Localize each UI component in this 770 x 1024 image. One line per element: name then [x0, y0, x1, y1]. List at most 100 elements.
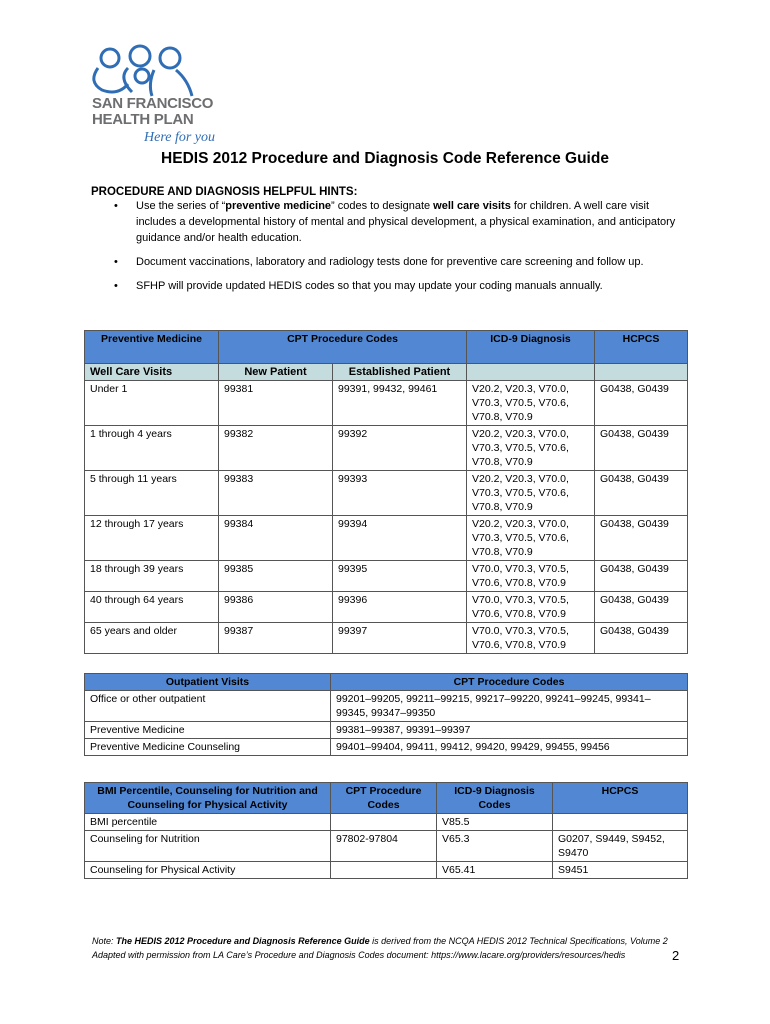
table-cell: 12 through 17 years	[84, 515, 219, 561]
table-cell: V20.2, V20.3, V70.0, V70.3, V70.5, V70.6…	[466, 380, 595, 426]
table-row: 65 years and older 99387 99397 V70.0, V70.3…	[84, 622, 688, 654]
subheader-cell	[594, 363, 688, 381]
table-cell: 99391, 99432, 99461	[332, 380, 467, 426]
table-cell: Office or other outpatient	[84, 690, 331, 722]
logo-tagline: Here for you	[144, 130, 216, 145]
table-row: 18 through 39 years 99385 99395 V70.0, V70.…	[84, 560, 688, 592]
table-cell: V70.0, V70.3, V70.5, V70.6, V70.8, V70.9	[466, 591, 595, 623]
hint-item: Document vaccinations, laboratory and ra…	[92, 254, 682, 270]
note-guide-title: The HEDIS 2012 Procedure and Diagnosis R…	[116, 936, 370, 946]
table-cell: 99387	[218, 622, 333, 654]
subheader-cell	[466, 363, 595, 381]
table-cell: 40 through 64 years	[84, 591, 219, 623]
table-cell: V20.2, V20.3, V70.0, V70.3, V70.5, V70.6…	[466, 425, 595, 471]
table-row: 5 through 11 years 99383 99393 V20.2, V20.3…	[84, 470, 688, 516]
table-row: Counseling for Nutrition 97802-97804 V65.3…	[84, 830, 688, 862]
table-cell: G0207, S9449, S9452, S9470	[552, 830, 688, 862]
header-cell: HCPCS	[552, 782, 688, 814]
table-cell: 99393	[332, 470, 467, 516]
logo-line1: SAN FRANCISCO	[92, 95, 214, 112]
header-cell: ICD-9 Diagnosis	[466, 330, 595, 364]
table-row: Under 1 99381 99391, 99432, 99461 V20.2, V2…	[84, 380, 688, 426]
table-cell: 99396	[332, 591, 467, 623]
table-cell: G0438, G0439	[594, 425, 688, 471]
table-cell: 99392	[332, 425, 467, 471]
table-cell: 99383	[218, 470, 333, 516]
note-line2: Adapted with permission from LA Care’s P…	[92, 950, 626, 960]
table-cell: 99381	[218, 380, 333, 426]
subheader-cell: New Patient	[218, 363, 333, 381]
header-cell: HCPCS	[594, 330, 688, 364]
table-cell: V20.2, V20.3, V70.0, V70.3, V70.5, V70.6…	[466, 470, 595, 516]
table-cell: Preventive Medicine	[84, 721, 331, 739]
table-cell: 99201–99205, 99211–99215, 99217–99220, 9…	[330, 690, 688, 722]
table-cell	[330, 861, 437, 879]
table-cell: V70.0, V70.3, V70.5, V70.6, V70.8, V70.9	[466, 622, 595, 654]
table-cell: 1 through 4 years	[84, 425, 219, 471]
preventive-medicine-table: Preventive Medicine CPT Procedure Codes …	[84, 330, 688, 654]
table-cell: 97802-97804	[330, 830, 437, 862]
note-prefix: Note:	[92, 936, 117, 946]
table-cell: G0438, G0439	[594, 622, 688, 654]
table-cell: 99395	[332, 560, 467, 592]
table-cell: 18 through 39 years	[84, 560, 219, 592]
table-cell	[552, 813, 688, 831]
table-cell: V20.2, V20.3, V70.0, V70.3, V70.5, V70.6…	[466, 515, 595, 561]
table-cell: Preventive Medicine Counseling	[84, 738, 331, 756]
table-cell: Counseling for Physical Activity	[84, 861, 331, 879]
table-cell: 99384	[218, 515, 333, 561]
bmi-counseling-table: BMI Percentile, Counseling for Nutrition…	[84, 782, 688, 879]
table-cell: V85.5	[436, 813, 553, 831]
table-cell: 99401–99404, 99411, 99412, 99420, 99429,…	[330, 738, 688, 756]
table-cell: 99385	[218, 560, 333, 592]
table-row: 40 through 64 years 99386 99396 V70.0, V70.…	[84, 591, 688, 623]
header-cell: BMI Percentile, Counseling for Nutrition…	[84, 782, 331, 814]
hint-item: SFHP will provide updated HEDIS codes so…	[92, 278, 682, 294]
header-cell: CPT Procedure Codes	[330, 782, 437, 814]
table-row: BMI percentile V85.5	[84, 813, 688, 831]
table-cell	[330, 813, 437, 831]
table-cell: 99397	[332, 622, 467, 654]
table-cell: V65.41	[436, 861, 553, 879]
hint-item: Use the series of “preventive medicine” …	[92, 198, 682, 246]
table-cell: G0438, G0439	[594, 591, 688, 623]
hints-heading: PROCEDURE AND DIAGNOSIS HELPFUL HINTS:	[91, 186, 358, 198]
table-cell: G0438, G0439	[594, 515, 688, 561]
table-cell: 99381–99387, 99391–99397	[330, 721, 688, 739]
header-cell: CPT Procedure Codes	[218, 330, 467, 364]
table-cell: G0438, G0439	[594, 470, 688, 516]
header-cell: ICD-9 Diagnosis Codes	[436, 782, 553, 814]
hints-list: Use the series of “preventive medicine” …	[92, 198, 682, 302]
note-text: is derived from the NCQA HEDIS 2012 Tech…	[369, 936, 668, 946]
page-title: HEDIS 2012 Procedure and Diagnosis Code …	[161, 150, 609, 167]
table-cell: BMI percentile	[84, 813, 331, 831]
table-cell: V65.3	[436, 830, 553, 862]
header-cell: CPT Procedure Codes	[330, 673, 688, 691]
table-cell: G0438, G0439	[594, 380, 688, 426]
footnote: Note: The HEDIS 2012 Procedure and Diagn…	[92, 934, 668, 962]
page-number: 2	[672, 948, 680, 963]
logo-line2: HEALTH PLAN	[92, 111, 194, 128]
table-row: Office or other outpatient 99201–99205, 9…	[84, 690, 688, 722]
table-cell: Counseling for Nutrition	[84, 830, 331, 862]
header-cell: Outpatient Visits	[84, 673, 331, 691]
subheader-cell: Established Patient	[332, 363, 467, 381]
table-cell: 99386	[218, 591, 333, 623]
table-cell: Under 1	[84, 380, 219, 426]
header-cell: Preventive Medicine	[84, 330, 219, 364]
table-cell: 99382	[218, 425, 333, 471]
table-cell: V70.0, V70.3, V70.5, V70.6, V70.8, V70.9	[466, 560, 595, 592]
table-cell: S9451	[552, 861, 688, 879]
table-row: Counseling for Physical Activity V65.41 S9…	[84, 861, 688, 879]
subheader-cell: Well Care Visits	[84, 363, 219, 381]
table-row: Preventive Medicine Counseling 99401–9940…	[84, 738, 688, 756]
logo-text: SAN FRANCISCO HEALTH PLAN	[92, 96, 213, 128]
table-cell: G0438, G0439	[594, 560, 688, 592]
table-cell: 65 years and older	[84, 622, 219, 654]
table-cell: 99394	[332, 515, 467, 561]
table-cell: 5 through 11 years	[84, 470, 219, 516]
table-row: 12 through 17 years 99384 99394 V20.2, V20.…	[84, 515, 688, 561]
sfhp-logo: SAN FRANCISCO HEALTH PLAN Here for you	[88, 44, 228, 148]
outpatient-visits-table: Outpatient Visits CPT Procedure Codes Of…	[84, 673, 688, 756]
